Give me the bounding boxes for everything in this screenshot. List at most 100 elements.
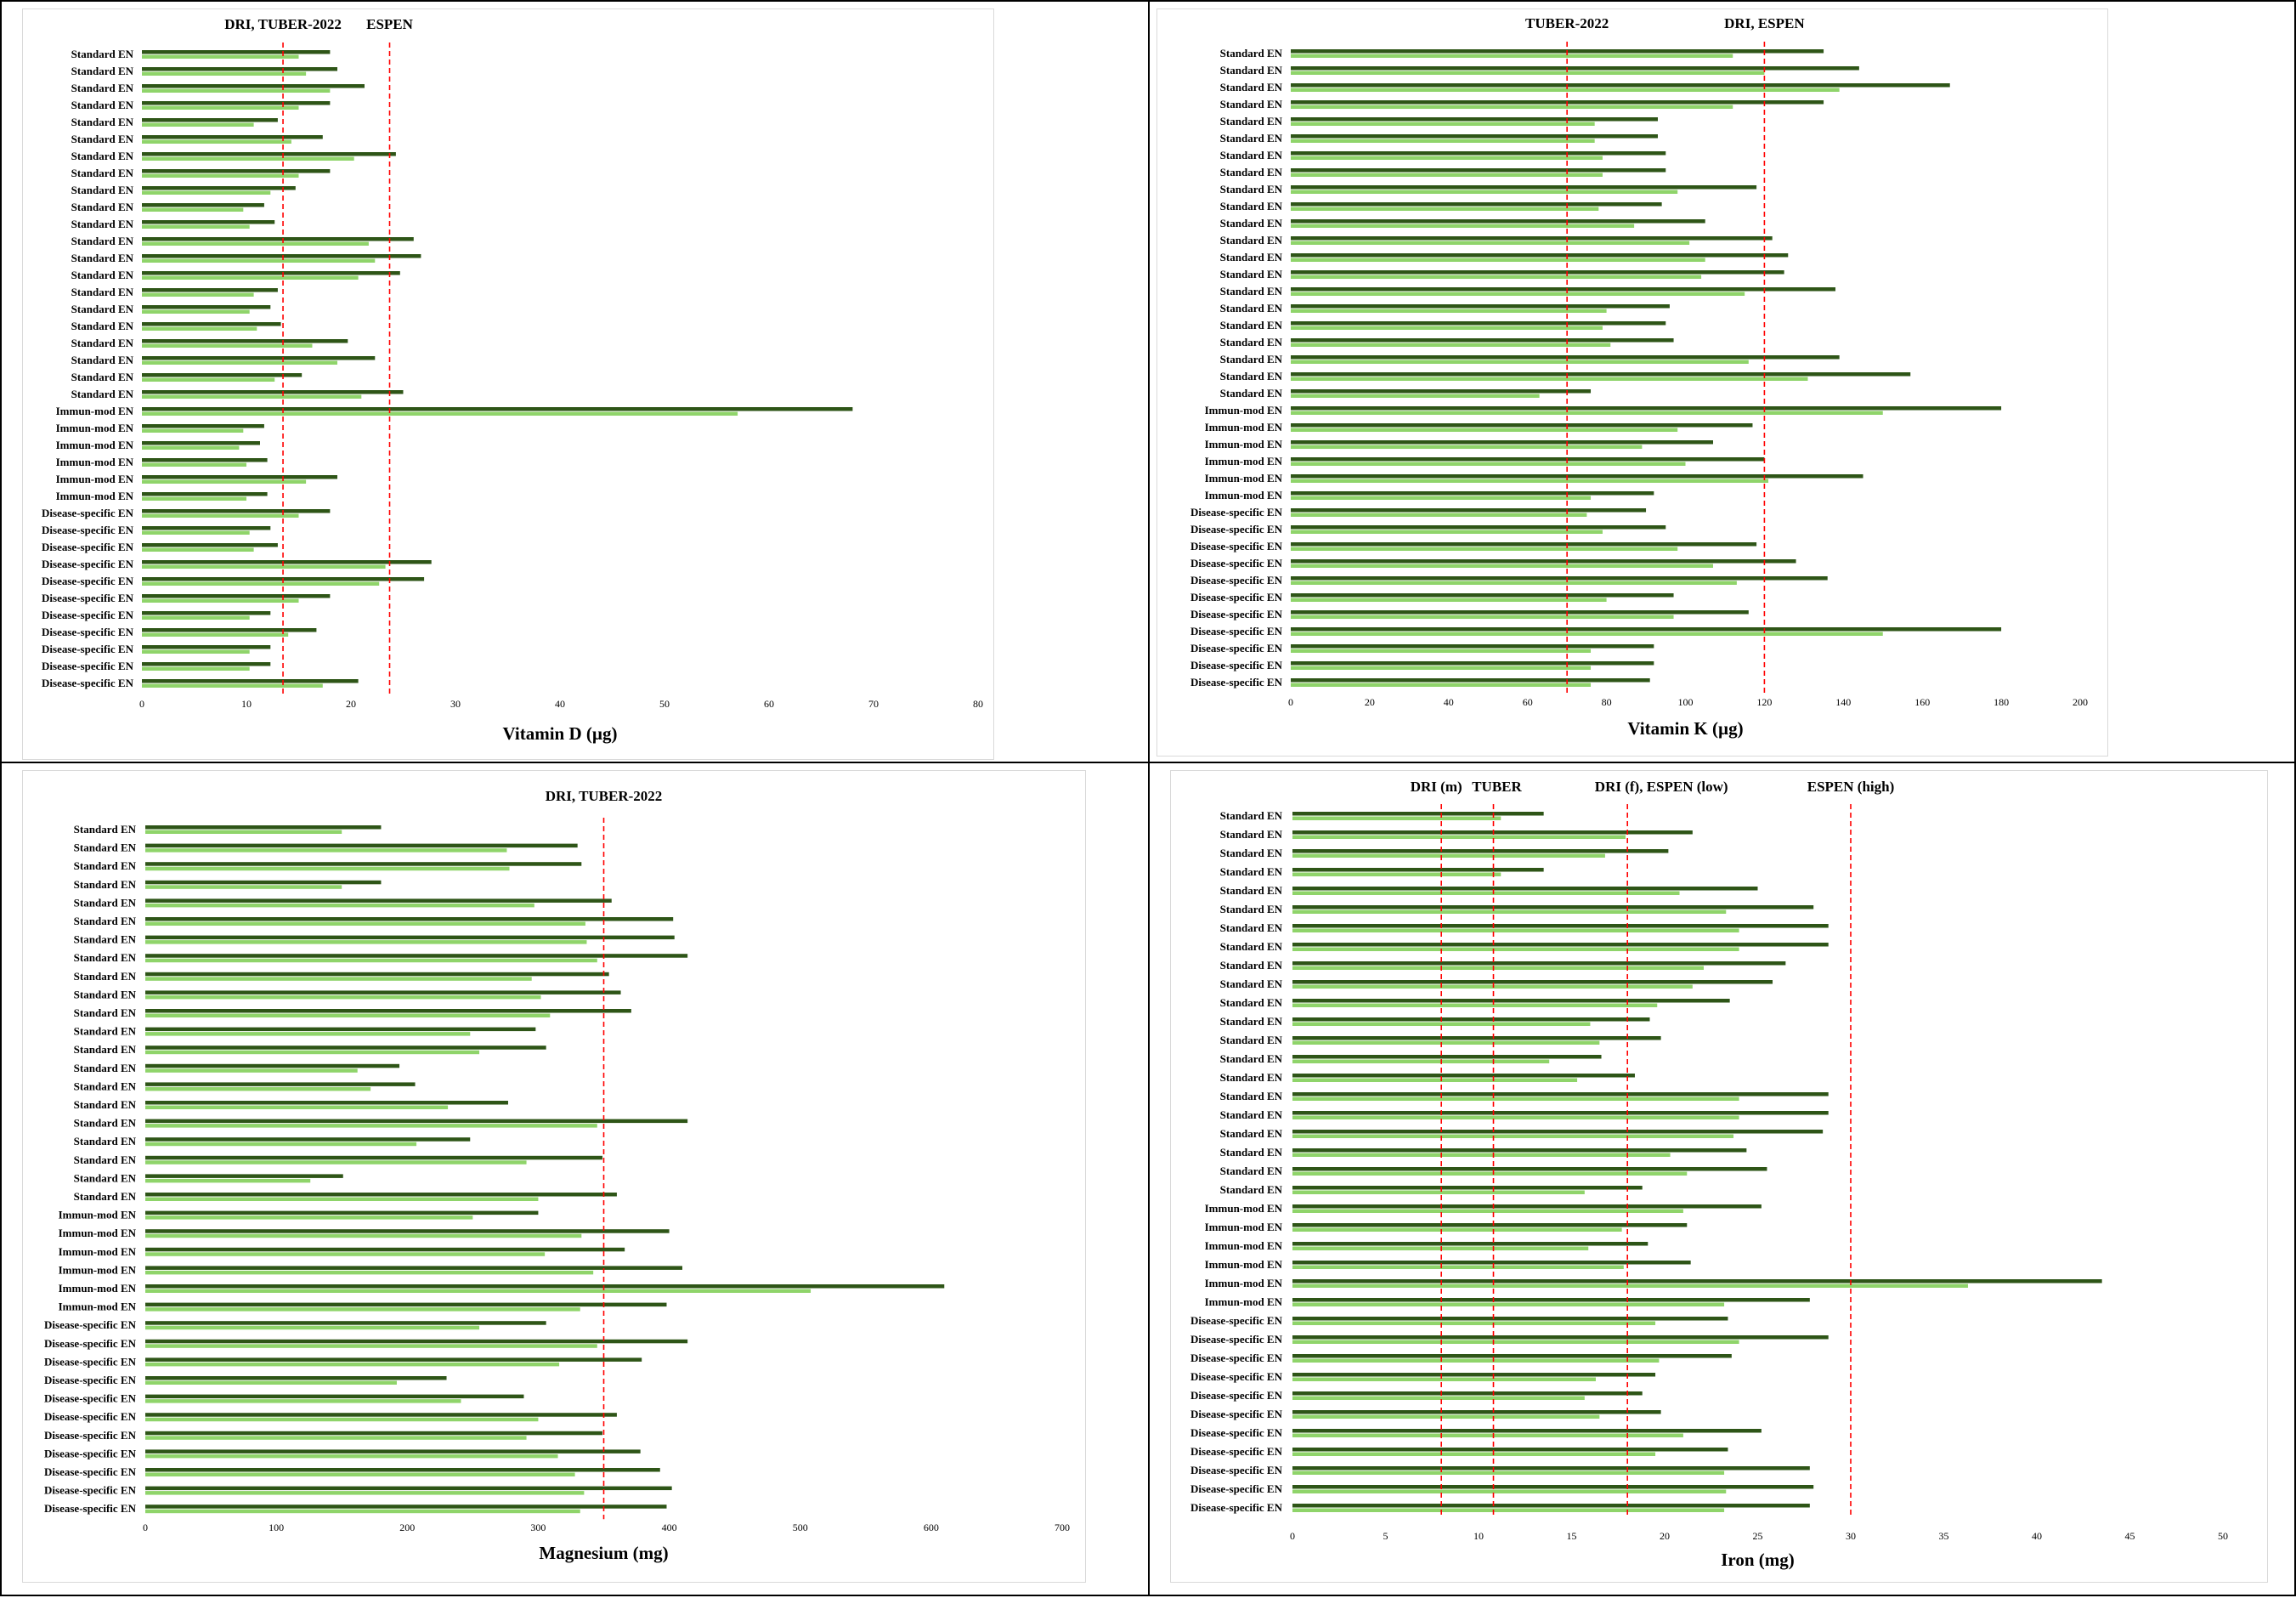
bar-light	[145, 1252, 546, 1256]
bar-dark	[1292, 849, 1669, 853]
category-label: Disease-specific EN	[44, 1410, 137, 1423]
category-label: Standard EN	[1220, 132, 1283, 144]
bar-dark	[145, 1247, 625, 1252]
x-tick-label: 5	[1383, 1530, 1388, 1542]
x-tick-label: 30	[1846, 1530, 1856, 1542]
bar-dark	[1291, 406, 2002, 411]
x-tick-label: 20	[346, 698, 356, 710]
category-label: Standard EN	[1220, 268, 1283, 280]
category-label: Immun-mod EN	[1205, 1239, 1283, 1252]
bar-dark	[1291, 219, 1705, 224]
category-label: Standard EN	[1220, 183, 1283, 196]
x-tick-label: 20	[1660, 1530, 1670, 1542]
bar-dark	[145, 1394, 524, 1399]
bar-light	[142, 88, 331, 93]
category-label: Standard EN	[74, 1062, 137, 1074]
plot-area	[22, 770, 1086, 1583]
bar-dark	[1291, 372, 1911, 377]
bar-dark	[142, 169, 331, 173]
bar-light	[142, 649, 250, 654]
bar-dark	[142, 237, 414, 241]
bar-dark	[1292, 1373, 1656, 1377]
x-tick-label: 40	[2032, 1530, 2042, 1542]
bar-dark	[1291, 576, 1828, 581]
bar-dark	[1291, 321, 1666, 326]
bar-dark	[145, 972, 609, 977]
bar-light	[1291, 326, 1603, 330]
bar-dark	[1292, 1391, 1643, 1396]
bar-light	[1291, 513, 1587, 517]
bar-light	[145, 848, 507, 853]
category-label: Disease-specific EN	[1190, 1314, 1283, 1327]
bar-dark	[142, 407, 853, 411]
category-label: Standard EN	[74, 1098, 137, 1111]
category-label: Disease-specific EN	[1190, 540, 1283, 552]
bar-light	[1291, 530, 1603, 534]
x-tick-label: 40	[1444, 696, 1454, 708]
bar-dark	[145, 843, 578, 848]
bar-light	[1291, 462, 1686, 466]
category-label: Standard EN	[74, 842, 137, 854]
x-tick-label: 40	[555, 698, 565, 710]
bar-light	[1292, 1302, 1725, 1306]
bar-light	[1292, 853, 1605, 858]
bar-dark	[145, 1046, 546, 1050]
bar-dark	[142, 135, 323, 139]
x-tick-label: 500	[793, 1522, 808, 1533]
bar-light	[1292, 966, 1704, 970]
category-label: Disease-specific EN	[1190, 676, 1283, 688]
bar-light	[142, 122, 254, 127]
bar-light	[1292, 1096, 1739, 1101]
x-tick-label: 0	[143, 1522, 148, 1533]
x-tick-label: 45	[2125, 1530, 2135, 1542]
bar-dark	[145, 1413, 617, 1417]
x-tick-label: 0	[139, 698, 144, 710]
x-tick-label: 600	[924, 1522, 939, 1533]
category-label: Standard EN	[71, 201, 134, 213]
category-label: Immun-mod EN	[56, 473, 134, 485]
bar-dark	[142, 458, 268, 462]
bar-light	[145, 1325, 480, 1330]
bar-dark	[1291, 253, 1789, 258]
bar-dark	[142, 373, 303, 377]
bar-light	[142, 683, 323, 688]
bar-dark	[1291, 287, 1836, 292]
plot-area	[1170, 770, 2268, 1583]
bar-light	[145, 1160, 527, 1164]
bar-dark	[1291, 270, 1784, 275]
category-label: Standard EN	[74, 823, 137, 836]
category-label: Disease-specific EN	[44, 1392, 137, 1405]
bar-dark	[142, 271, 400, 275]
bar-light	[1292, 1209, 1683, 1213]
bar-dark	[1292, 1148, 1747, 1153]
category-label: Standard EN	[74, 1043, 137, 1056]
category-label: Standard EN	[1220, 149, 1283, 162]
category-label: Standard EN	[71, 82, 134, 94]
category-label: Immun-mod EN	[1205, 438, 1283, 450]
category-label: Standard EN	[71, 269, 134, 281]
bar-light	[1292, 947, 1739, 951]
bar-light	[1292, 1284, 1968, 1288]
category-label: Immun-mod EN	[59, 1227, 137, 1239]
category-label: Disease-specific EN	[44, 1502, 137, 1515]
bar-dark	[145, 1284, 945, 1289]
x-tick-label: 200	[2073, 696, 2088, 708]
x-tick-label: 70	[868, 698, 879, 710]
bar-dark	[142, 526, 271, 530]
bar-light	[145, 1105, 449, 1109]
bar-light	[145, 1178, 311, 1183]
bar-light	[1291, 683, 1592, 687]
category-label: Standard EN	[71, 150, 134, 162]
magnesium-chart: Standard EN Standard EN Standard EN Standar…	[44, 788, 1070, 1563]
bar-light	[145, 1399, 461, 1403]
bar-dark	[142, 424, 264, 428]
category-label: Immun-mod EN	[1205, 455, 1283, 468]
x-tick-label: 0	[1290, 1530, 1295, 1542]
bar-dark	[1292, 1167, 1767, 1171]
category-label: Immun-mod EN	[1205, 1277, 1283, 1289]
bar-dark	[142, 152, 396, 156]
bar-light	[1292, 1246, 1589, 1250]
bar-light	[145, 1509, 580, 1514]
category-label: Standard EN	[1220, 1071, 1283, 1084]
bar-dark	[145, 1155, 602, 1160]
